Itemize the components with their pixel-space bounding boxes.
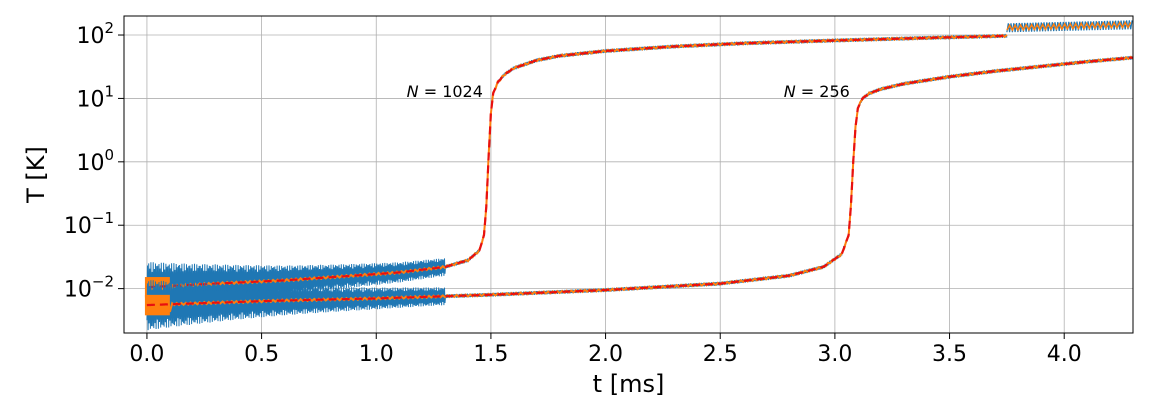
curve-annotation: N = 256 xyxy=(784,82,850,101)
series-line-instantaneous xyxy=(146,33,1008,313)
y-tick-label: 102 xyxy=(76,19,114,49)
series-line-fit xyxy=(146,34,1007,289)
x-tick-label: 3.0 xyxy=(817,342,852,367)
x-tick-label: 4.0 xyxy=(1047,342,1082,367)
y-tick-label: 100 xyxy=(76,146,114,176)
series-line-averaged xyxy=(1006,20,1132,32)
x-tick-label: 1.5 xyxy=(473,342,508,367)
x-tick-label: 0.0 xyxy=(129,342,164,367)
annotations: N = 1024 N = 256 xyxy=(407,82,850,101)
y-tick-label: 10−1 xyxy=(64,209,114,239)
series-line-fit xyxy=(146,56,1134,307)
x-tick-label: 1.0 xyxy=(359,342,394,367)
x-tick-label: 0.5 xyxy=(244,342,279,367)
series-line-averaged xyxy=(145,33,1008,296)
ticks: 0.0 0.5 1.0 1.5 2.0 2.5 3.0 3.5 4.0 10−2 10−1 100 10… xyxy=(64,19,1082,367)
series-start-cluster xyxy=(144,294,170,316)
curve-annotation: N = 1024 xyxy=(407,82,483,101)
plot-frame xyxy=(123,15,1134,334)
grid xyxy=(124,16,1133,333)
x-tick-label: 2.0 xyxy=(588,342,623,367)
y-axis-label: T [K] xyxy=(22,146,50,204)
y-tick-label: 10−2 xyxy=(64,273,114,303)
x-axis-label: t [ms] xyxy=(593,370,665,398)
y-tick-label: 101 xyxy=(76,82,114,112)
series-layer xyxy=(144,20,1134,331)
x-tick-label: 2.5 xyxy=(703,342,738,367)
x-tick-label: 3.5 xyxy=(932,342,967,367)
